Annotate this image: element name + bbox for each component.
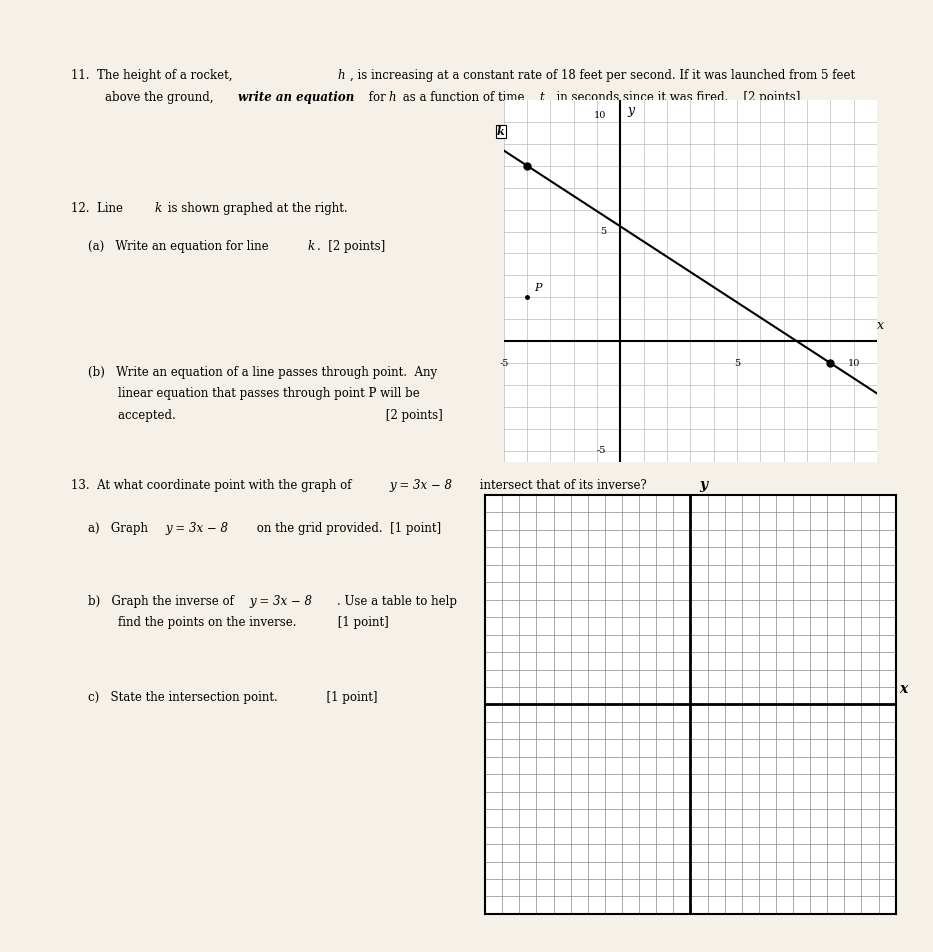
Text: 13.  At what coordinate point with the graph of: 13. At what coordinate point with the gr… xyxy=(71,479,355,492)
Text: k: k xyxy=(497,127,505,137)
Text: -5: -5 xyxy=(499,359,508,367)
Text: t: t xyxy=(539,91,544,104)
Text: accepted.                                                        [2 points]: accepted. [2 points] xyxy=(118,409,443,423)
Text: . Use a table to help: . Use a table to help xyxy=(337,595,457,607)
Text: (a)   Write an equation for line: (a) Write an equation for line xyxy=(88,240,272,253)
Text: y: y xyxy=(627,105,634,117)
Text: 10: 10 xyxy=(847,359,860,367)
Text: .  [2 points]: . [2 points] xyxy=(317,240,385,253)
Text: find the points on the inverse.           [1 point]: find the points on the inverse. [1 point… xyxy=(118,616,389,629)
Text: above the ground,: above the ground, xyxy=(105,91,217,104)
Text: P: P xyxy=(534,283,542,293)
Text: x: x xyxy=(899,682,908,696)
Text: y = 3x − 8: y = 3x − 8 xyxy=(389,479,453,492)
Text: x: x xyxy=(877,319,884,332)
Text: 5: 5 xyxy=(600,227,606,236)
Text: linear equation that passes through point P will be: linear equation that passes through poin… xyxy=(118,387,420,401)
Text: write an equation: write an equation xyxy=(238,91,355,104)
Text: c)   State the intersection point.             [1 point]: c) State the intersection point. [1 poin… xyxy=(88,691,378,704)
Text: h: h xyxy=(337,69,344,82)
Text: 12.  Line: 12. Line xyxy=(71,202,127,215)
Text: on the grid provided.  [1 point]: on the grid provided. [1 point] xyxy=(253,522,441,535)
Text: 5: 5 xyxy=(734,359,740,367)
Text: h: h xyxy=(388,91,397,104)
Text: y = 3x − 8: y = 3x − 8 xyxy=(165,522,229,535)
Text: (b)   Write an equation of a line passes through point.  Any: (b) Write an equation of a line passes t… xyxy=(88,367,438,379)
Text: k: k xyxy=(308,240,315,253)
Text: , in seconds since it was fired.    [2 points]: , in seconds since it was fired. [2 poin… xyxy=(549,91,801,104)
Text: y: y xyxy=(699,478,707,491)
Text: -5: -5 xyxy=(597,446,606,455)
Text: intersect that of its inverse?: intersect that of its inverse? xyxy=(476,479,647,492)
Text: a)   Graph: a) Graph xyxy=(88,522,152,535)
Text: k: k xyxy=(154,202,161,215)
Text: y = 3x − 8: y = 3x − 8 xyxy=(249,595,313,607)
Text: for: for xyxy=(366,91,390,104)
Text: as a function of time,: as a function of time, xyxy=(398,91,532,104)
Text: 10: 10 xyxy=(594,110,606,120)
Text: 11.  The height of a rocket,: 11. The height of a rocket, xyxy=(71,69,236,82)
Text: is shown graphed at the right.: is shown graphed at the right. xyxy=(163,202,347,215)
Text: b)   Graph the inverse of: b) Graph the inverse of xyxy=(88,595,238,607)
Text: , is increasing at a constant rate of 18 feet per second. If it was launched fro: , is increasing at a constant rate of 18… xyxy=(350,69,855,82)
